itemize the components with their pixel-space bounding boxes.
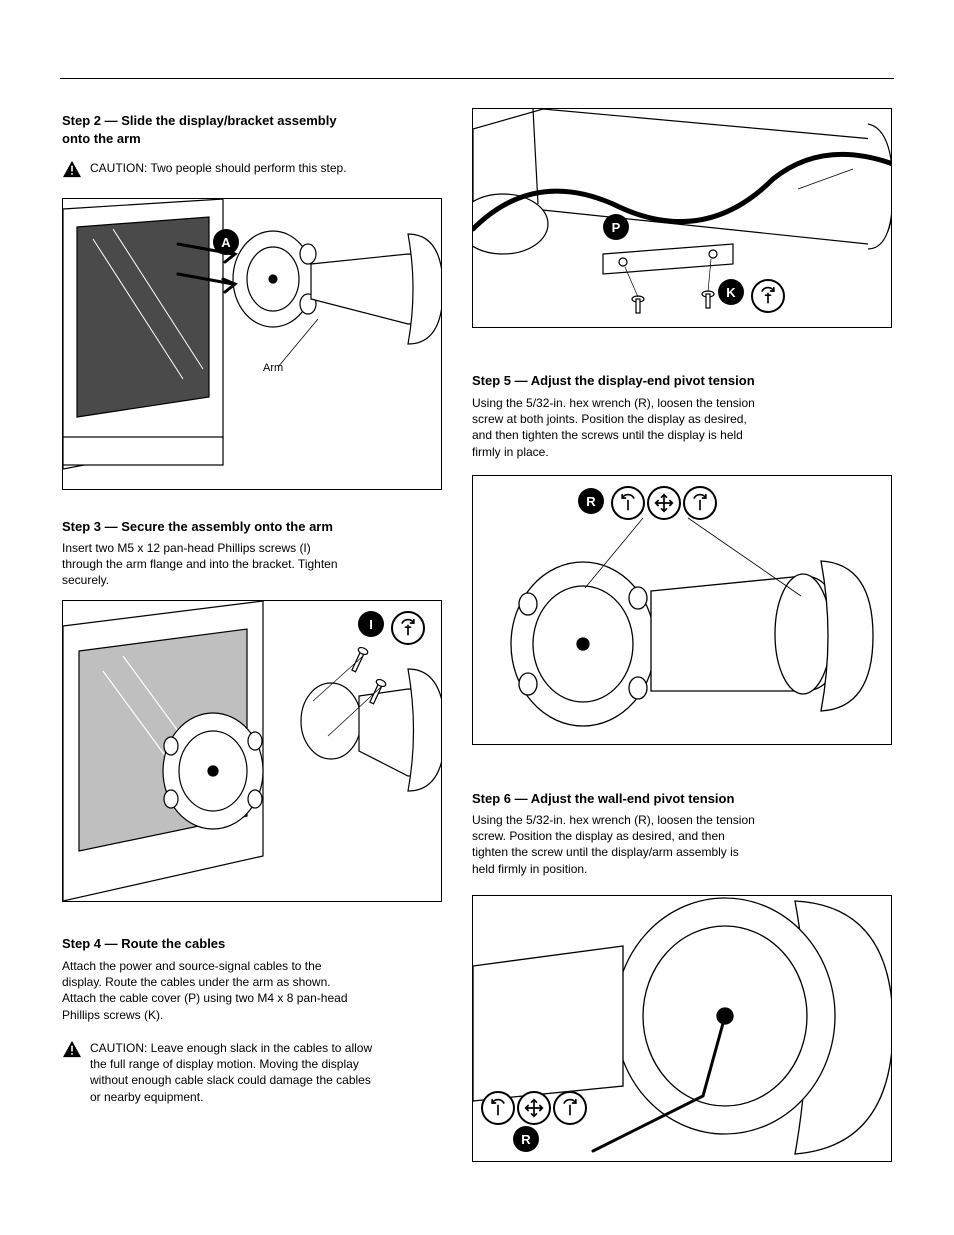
step6-callout-r: R (513, 1126, 539, 1152)
move-crosshair-icon (517, 1091, 551, 1125)
step2-arm-label: Arm (263, 361, 283, 376)
step3-figure: I (62, 600, 442, 902)
step4-figure: P K (472, 108, 892, 328)
step2-caution-row: CAUTION: Two people should perform this … (62, 160, 442, 178)
step2-figure: A Arm (62, 198, 442, 490)
step4-heading: Step 4 — Route the cables (62, 935, 442, 953)
tighten-cw-icon (553, 1091, 587, 1125)
step5-callout-r: R (578, 488, 604, 514)
screw-cw-icon (391, 611, 425, 645)
warning-icon (62, 160, 82, 178)
step2-caution-text: CAUTION: Two people should perform this … (90, 160, 347, 176)
warning-icon (62, 1040, 82, 1058)
step3-heading: Step 3 — Secure the assembly onto the ar… (62, 518, 442, 536)
step2-heading: Step 2 — Slide the display/bracket assem… (62, 112, 442, 147)
step4-action-icons (751, 279, 785, 313)
step6-figure: R (472, 895, 892, 1162)
step2-lineart (63, 199, 441, 489)
step3-action-icons (391, 611, 425, 645)
step5-figure: R (472, 475, 892, 745)
step4-lineart (473, 109, 891, 327)
page: Step 2 — Slide the display/bracket assem… (0, 0, 954, 1235)
step3-body: Insert two M5 x 12 pan-head Phillips scr… (62, 540, 442, 589)
step5-body: Using the 5/32-in. hex wrench (R), loose… (472, 395, 892, 460)
step4-body: Attach the power and source-signal cable… (62, 958, 442, 1023)
tighten-cw-icon (683, 486, 717, 520)
screw-cw-icon (751, 279, 785, 313)
header-rule (60, 78, 894, 79)
step6-body: Using the 5/32-in. hex wrench (R), loose… (472, 812, 892, 877)
step5-action-icons (611, 486, 717, 520)
step4-caution-row: CAUTION: Leave enough slack in the cable… (62, 1040, 442, 1105)
step4-caution-text: CAUTION: Leave enough slack in the cable… (90, 1040, 372, 1105)
step2-callout-a: A (213, 229, 239, 255)
move-crosshair-icon (647, 486, 681, 520)
step5-heading: Step 5 — Adjust the display-end pivot te… (472, 372, 892, 390)
step6-action-icons (481, 1091, 587, 1125)
step4-callout-p: P (603, 214, 629, 240)
loosen-ccw-icon (481, 1091, 515, 1125)
step4-callout-k: K (718, 279, 744, 305)
step3-lineart (63, 601, 441, 901)
step6-heading: Step 6 — Adjust the wall-end pivot tensi… (472, 790, 892, 808)
step3-callout-i: I (358, 611, 384, 637)
loosen-ccw-icon (611, 486, 645, 520)
